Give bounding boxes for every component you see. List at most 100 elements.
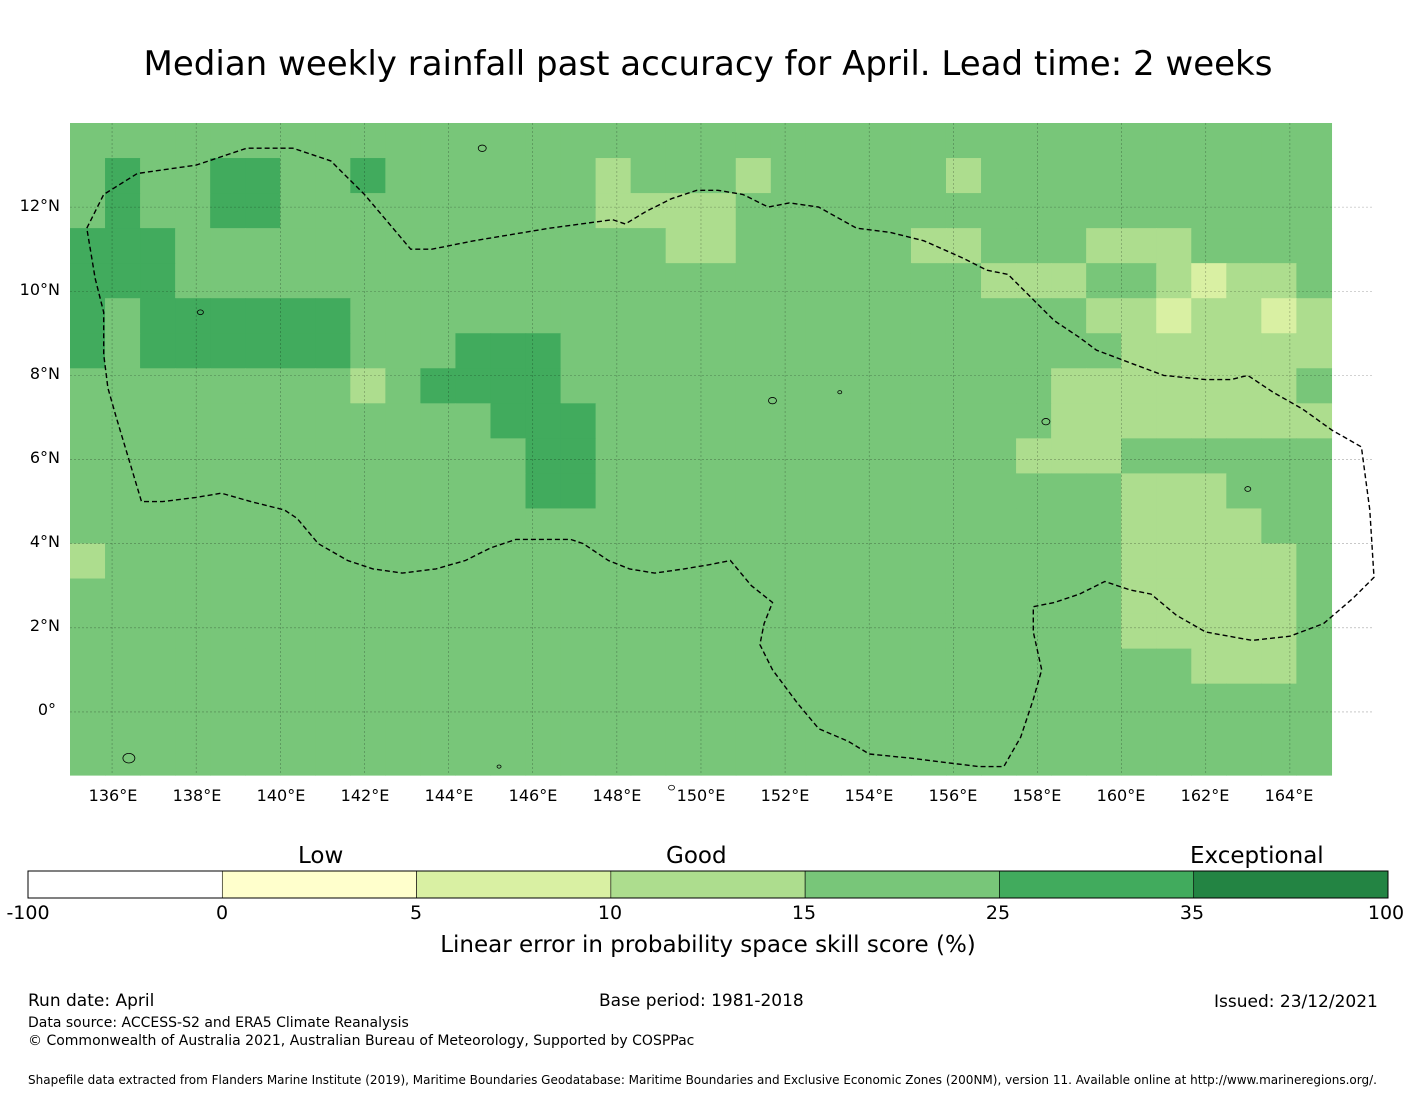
skill-cell — [805, 648, 842, 685]
colorbar-segment — [221, 870, 417, 899]
colorbar-tick: 5 — [409, 902, 423, 924]
skill-cell — [1016, 158, 1052, 194]
skill-cell — [700, 228, 737, 264]
lon-label-162e: 162°E — [1180, 786, 1230, 805]
skill-cell — [420, 578, 457, 615]
skill-cell — [945, 718, 982, 755]
skill-cell — [981, 473, 1017, 510]
skill-cell — [875, 718, 912, 755]
skill-cell — [490, 403, 527, 439]
skill-cell — [875, 193, 912, 229]
skill-cell — [981, 193, 1017, 229]
skill-cell — [735, 193, 772, 229]
skill-cell — [490, 473, 527, 510]
skill-cell — [1016, 403, 1052, 439]
skill-cell — [210, 123, 246, 159]
skill-cell — [560, 543, 597, 580]
skill-cell — [1121, 718, 1157, 755]
island-outlines — [122, 144, 1252, 791]
skill-cell — [525, 473, 562, 510]
lon-label-152e: 152°E — [760, 786, 810, 805]
skill-cell — [1121, 508, 1157, 545]
skill-cell — [1191, 228, 1227, 264]
skill-cell — [665, 158, 702, 194]
skill-cell — [805, 123, 842, 159]
skill-cell — [735, 263, 772, 299]
skill-cell — [490, 158, 527, 194]
skill-cell — [525, 158, 562, 194]
skill-cell — [420, 123, 457, 159]
skill-cell — [1226, 333, 1262, 369]
skill-cell — [630, 158, 667, 194]
skill-cell — [210, 578, 246, 615]
colorbar-segment — [804, 870, 1000, 899]
skill-cell — [210, 613, 246, 650]
skill-cell — [1296, 403, 1333, 439]
skill-cell — [875, 473, 912, 510]
skill-cell — [910, 368, 947, 404]
skill-cell — [595, 193, 632, 229]
skill-cell — [490, 298, 527, 334]
skill-cell — [945, 438, 982, 474]
skill-cell — [770, 648, 807, 685]
skill-cell — [805, 193, 842, 229]
skill-cell — [1296, 508, 1333, 545]
skill-cell — [385, 683, 421, 720]
skill-cell — [1086, 438, 1122, 474]
skill-cell — [665, 613, 702, 650]
skill-cell — [910, 158, 947, 194]
skill-cell — [1086, 193, 1122, 229]
skill-cell — [1121, 753, 1157, 776]
skill-cell — [455, 158, 492, 194]
skill-cell — [245, 438, 281, 474]
skill-cell — [1086, 403, 1122, 439]
skill-cell — [770, 123, 807, 159]
skill-cell — [70, 263, 106, 299]
skill-cell — [1191, 543, 1227, 580]
skill-cell — [700, 123, 737, 159]
skill-cell — [315, 543, 351, 580]
skill-cell — [1226, 158, 1262, 194]
skill-cell — [140, 123, 176, 159]
skill-cell — [595, 718, 632, 755]
skill-cell — [1261, 578, 1297, 615]
skill-cell — [70, 333, 106, 369]
eez-boundary — [86, 147, 1375, 768]
skill-cell — [1156, 263, 1192, 299]
skill-cell — [455, 648, 492, 685]
skill-cell — [210, 648, 246, 685]
skill-cell — [1051, 263, 1087, 299]
skill-cell — [700, 193, 737, 229]
skill-cell — [1191, 368, 1227, 404]
skill-cell — [245, 333, 281, 369]
skill-cell — [1296, 333, 1333, 369]
skill-cell — [350, 228, 386, 264]
skill-cell — [1226, 298, 1262, 334]
colorbar-segment — [610, 870, 806, 899]
skill-cell — [910, 578, 947, 615]
skill-cell — [70, 193, 106, 229]
skill-cell — [1016, 123, 1052, 159]
skill-cell — [1051, 333, 1087, 369]
skill-cell — [1156, 473, 1192, 510]
skill-cell — [665, 543, 702, 580]
skill-cell — [560, 438, 597, 474]
skill-cell — [945, 753, 982, 776]
skill-cell — [665, 368, 702, 404]
skill-cell — [595, 403, 632, 439]
skill-cell — [1121, 403, 1157, 439]
lon-label-148e: 148°E — [592, 786, 642, 805]
skill-cell — [805, 158, 842, 194]
skill-cell — [315, 123, 351, 159]
skill-cell — [350, 578, 386, 615]
skill-cell — [595, 508, 632, 545]
skill-cell — [455, 753, 492, 776]
skill-cell — [1226, 683, 1262, 720]
skill-cell — [735, 613, 772, 650]
skill-cell — [245, 543, 281, 580]
skill-cell — [910, 403, 947, 439]
skill-cell — [1051, 123, 1087, 159]
skill-cell — [805, 263, 842, 299]
skill-cell — [1296, 368, 1333, 404]
skill-cell — [875, 123, 912, 159]
